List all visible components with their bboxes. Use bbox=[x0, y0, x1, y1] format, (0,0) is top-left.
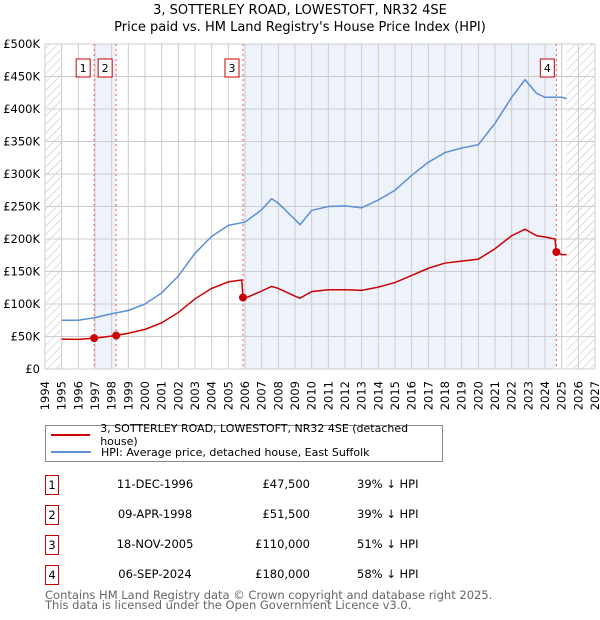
x-tick-label: 2002 bbox=[171, 381, 185, 410]
sale-point bbox=[239, 293, 247, 302]
x-tick-label: 2000 bbox=[138, 381, 152, 410]
sale-label: 2 bbox=[102, 62, 109, 75]
legend-swatch bbox=[51, 451, 91, 453]
price-chart: 1994 1995 1996 1997 1998 1999 2000 2001 2002 2003… bbox=[3, 37, 600, 410]
x-tick-label: 2012 bbox=[338, 381, 352, 410]
sale-marker-label: 2 bbox=[45, 505, 59, 525]
sale-date: 09-APR-1998 bbox=[117, 507, 193, 521]
y-tick-label: £100K bbox=[3, 297, 40, 311]
sale-marker-label: 1 bbox=[45, 475, 59, 495]
y-tick-label: £300K bbox=[3, 167, 40, 181]
sale-label-box bbox=[97, 58, 113, 78]
sale-price: £47,500 bbox=[262, 477, 310, 491]
y-tick-label: £400K bbox=[3, 102, 40, 116]
sale-date: 11-DEC-1996 bbox=[116, 477, 194, 491]
series-line bbox=[61, 78, 567, 321]
x-tick-label: 1999 bbox=[121, 381, 135, 410]
sale-label: 1 bbox=[80, 62, 87, 75]
y-tick-label: £250K bbox=[3, 200, 40, 214]
transaction-row: 4 06-SEP-2024 £180,000 58% ↓ HPI bbox=[45, 565, 445, 585]
y-tick-label: £50K bbox=[11, 330, 41, 344]
sale-date: 06-SEP-2024 bbox=[118, 567, 192, 581]
x-tick-label: 2011 bbox=[321, 381, 335, 410]
sale-marker-label: 3 bbox=[45, 535, 59, 555]
x-tick-label: 2009 bbox=[288, 381, 302, 410]
x-tick-label: 2020 bbox=[471, 381, 485, 410]
sale-marker-label: 4 bbox=[45, 565, 59, 585]
hpi-diff: 51% ↓ HPI bbox=[357, 537, 419, 551]
series-line bbox=[61, 228, 567, 341]
sale-label: 4 bbox=[544, 62, 551, 75]
y-tick-label: £350K bbox=[3, 135, 40, 149]
x-tick-label: 2006 bbox=[238, 381, 252, 410]
x-tick-label: 2018 bbox=[438, 381, 452, 410]
sale-date: 18-NOV-2005 bbox=[116, 537, 194, 551]
x-tick-label: 2026 bbox=[571, 381, 585, 410]
sale-label-box bbox=[539, 58, 555, 78]
legend-swatch bbox=[51, 434, 91, 436]
x-tick-label: 2015 bbox=[388, 381, 402, 410]
legend-label: 3, SOTTERLEY ROAD, LOWESTOFT, NR32 4SE (… bbox=[100, 422, 409, 448]
chart-subtitle: Price paid vs. HM Land Registry's House … bbox=[114, 20, 486, 35]
transaction-row: 2 09-APR-1998 £51,500 39% ↓ HPI bbox=[45, 505, 445, 525]
y-tick-label: £150K bbox=[3, 265, 40, 279]
x-tick-label: 2016 bbox=[405, 381, 419, 410]
x-tick-label: 2019 bbox=[455, 381, 469, 410]
transaction-row: 3 18-NOV-2005 £110,000 51% ↓ HPI bbox=[45, 535, 445, 555]
hpi-diff: 39% ↓ HPI bbox=[357, 477, 419, 491]
sale-price: £110,000 bbox=[255, 537, 310, 551]
x-tick-label: 2010 bbox=[305, 381, 319, 410]
x-tick-label: 2017 bbox=[421, 381, 435, 410]
sale-price: £51,500 bbox=[262, 507, 310, 521]
hpi-diff: 58% ↓ HPI bbox=[357, 567, 419, 581]
x-tick-label: 2001 bbox=[155, 381, 169, 410]
hpi-diff: 39% ↓ HPI bbox=[357, 507, 419, 521]
sale-point bbox=[90, 334, 99, 343]
x-tick-label: 2004 bbox=[205, 381, 219, 410]
x-tick-label: 1998 bbox=[105, 381, 119, 410]
sale-point bbox=[552, 248, 561, 256]
x-tick-label: 2013 bbox=[355, 381, 369, 410]
footer: Contains HM Land Registry data © Crown c… bbox=[45, 588, 493, 612]
footer-line: This data is licensed under the Open Gov… bbox=[45, 598, 412, 612]
y-tick-label: £500K bbox=[3, 37, 40, 51]
x-tick-label: 1995 bbox=[55, 381, 69, 410]
sale-label-box bbox=[75, 58, 91, 78]
x-tick-label: 1997 bbox=[88, 381, 102, 410]
legend-item-hpi: HPI: Average price, detached house, East… bbox=[46, 444, 370, 460]
y-tick-label: £200K bbox=[3, 232, 40, 246]
x-tick-label: 2022 bbox=[505, 381, 519, 410]
legend-label: HPI: Average price, detached house, East… bbox=[101, 445, 370, 459]
x-tick-label: 2008 bbox=[271, 381, 285, 410]
x-tick-label: 2005 bbox=[221, 381, 235, 410]
x-tick-label: 2014 bbox=[371, 381, 385, 410]
x-tick-label: 2021 bbox=[488, 381, 502, 410]
legend: 3, SOTTERLEY ROAD, LOWESTOFT, NR32 4SE (… bbox=[45, 422, 443, 462]
footer-line: Contains HM Land Registry data © Crown c… bbox=[45, 588, 493, 602]
legend-item-property: 3, SOTTERLEY ROAD, LOWESTOFT, NR32 4SE (… bbox=[46, 422, 442, 448]
sale-point bbox=[112, 331, 121, 340]
chart-title: 3, SOTTERLEY ROAD, LOWESTOFT, NR32 4SE bbox=[153, 3, 447, 18]
x-tick-label: 2003 bbox=[188, 381, 202, 410]
x-tick-label: 1996 bbox=[71, 381, 85, 410]
transaction-row: 1 11-DEC-1996 £47,500 39% ↓ HPI bbox=[45, 475, 445, 495]
x-tick-label: 1994 bbox=[38, 381, 52, 410]
sale-price: £180,000 bbox=[255, 567, 310, 581]
x-tick-label: 2027 bbox=[588, 381, 600, 410]
sale-label-box bbox=[224, 58, 240, 78]
x-tick-label: 2025 bbox=[555, 381, 569, 410]
x-tick-label: 2007 bbox=[255, 381, 269, 410]
y-tick-label: £450K bbox=[3, 70, 40, 84]
x-tick-label: 2023 bbox=[521, 381, 535, 410]
sale-label: 3 bbox=[229, 62, 236, 75]
y-tick-label: £0 bbox=[25, 362, 40, 376]
x-tick-label: 2024 bbox=[538, 381, 552, 410]
